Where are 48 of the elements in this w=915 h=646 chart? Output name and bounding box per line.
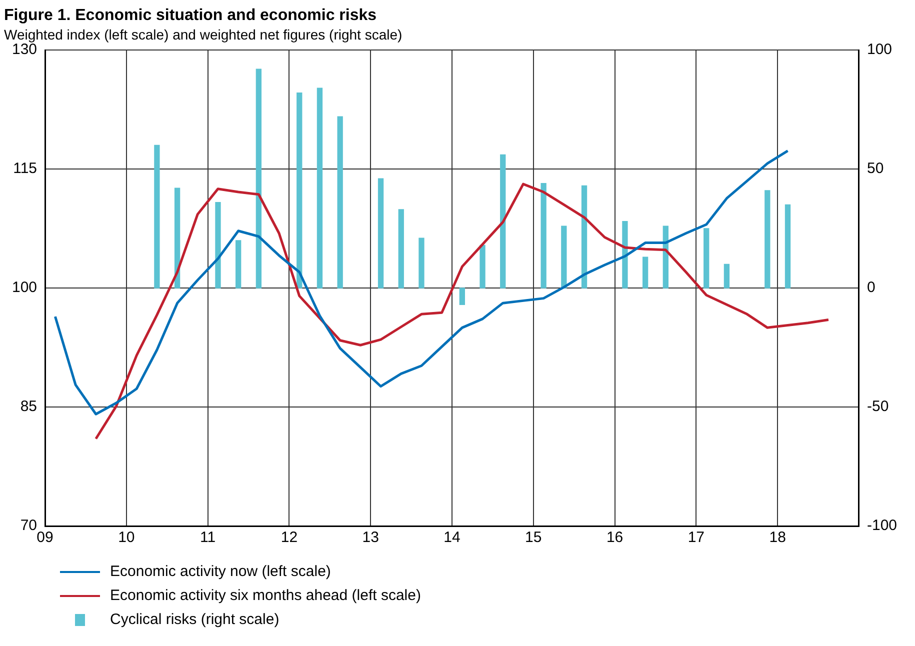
bar <box>784 204 791 288</box>
bar <box>642 256 648 288</box>
x-tick-label: 18 <box>769 529 786 546</box>
bar <box>622 221 628 288</box>
x-tick-label: 17 <box>688 529 705 546</box>
bar <box>480 244 486 288</box>
x-tick-label: 16 <box>606 529 624 546</box>
bar <box>704 228 710 288</box>
legend-label: Economic activity now (left scale) <box>110 563 331 580</box>
bar <box>724 264 730 288</box>
bar <box>337 116 343 288</box>
y2-tick-label: 100 <box>866 41 892 58</box>
bar <box>378 178 384 288</box>
y-tick-label: 100 <box>12 279 38 296</box>
y-tick-label: 70 <box>20 517 38 534</box>
x-tick-label: 10 <box>118 529 135 546</box>
legend-label: Cyclical risks (right scale) <box>110 611 280 628</box>
y2-tick-label: -50 <box>866 398 889 416</box>
x-tick-label: 12 <box>280 529 298 546</box>
bar <box>764 190 770 288</box>
x-tick-label: 11 <box>200 529 216 546</box>
legend-label: Economic activity six months ahead (left scale) <box>110 587 421 604</box>
x-tick-label: 09 <box>36 529 54 546</box>
bar <box>174 188 180 288</box>
bar <box>154 144 160 288</box>
bar <box>418 238 424 288</box>
bar <box>540 182 546 288</box>
chart-title: Figure 1. Economic situation and economic risks <box>4 7 377 24</box>
x-tick-label: 15 <box>525 529 542 546</box>
y2-tick-label: -100 <box>866 517 898 534</box>
bar <box>500 154 506 288</box>
chart-subtitle: Weighted index (left scale) and weighted net figures (right scale) <box>4 26 402 42</box>
bar <box>316 88 323 288</box>
bar <box>256 68 262 288</box>
bar <box>581 185 588 288</box>
y-tick-label: 85 <box>20 398 38 416</box>
x-tick-label: 13 <box>362 529 379 546</box>
y-tick-label: 130 <box>12 41 38 58</box>
bar <box>561 226 567 288</box>
bar <box>459 288 466 305</box>
x-tick-label: 14 <box>444 529 460 546</box>
y2-tick-label: 50 <box>866 160 884 178</box>
bar <box>236 240 242 288</box>
bar <box>398 209 404 288</box>
y2-tick-label: 0 <box>866 279 876 296</box>
y-tick-label: 115 <box>13 160 38 178</box>
bar <box>296 92 302 288</box>
bar <box>215 202 221 288</box>
